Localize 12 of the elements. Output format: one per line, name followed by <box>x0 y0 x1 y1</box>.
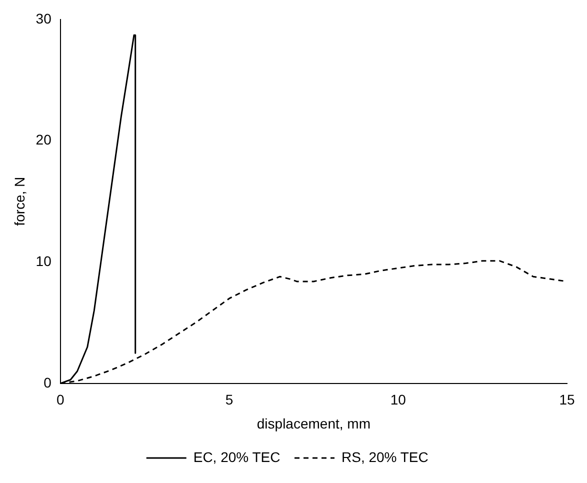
y-tick-label: 0 <box>44 374 52 390</box>
y-tick-label: 10 <box>36 252 52 269</box>
legend-label: EC, 20% TEC <box>193 448 280 465</box>
x-tick-label: 10 <box>390 392 406 408</box>
x-axis-title: displacement, mm <box>256 415 370 432</box>
x-tick-label: 0 <box>56 392 64 408</box>
legend-label: RS, 20% TEC <box>342 448 428 465</box>
y-tick-label: 20 <box>36 132 52 148</box>
y-axis-title: force, N <box>11 176 28 226</box>
y-tick-label: 30 <box>36 10 52 26</box>
x-tick-label: 5 <box>225 392 234 408</box>
x-tick-label: 15 <box>559 392 575 408</box>
